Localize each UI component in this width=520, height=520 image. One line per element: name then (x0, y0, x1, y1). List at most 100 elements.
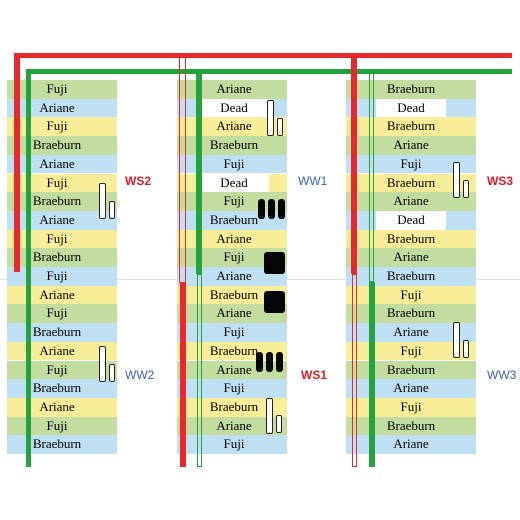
ww1-label: WW1 (298, 174, 328, 188)
tree-cell: Fuji (400, 398, 422, 414)
tree-cell: Ariane (39, 342, 75, 358)
ws3-red-outline-drop (352, 274, 357, 467)
tree-cell: Braeburn (32, 249, 82, 265)
tree-cell: Dead (376, 98, 446, 118)
ww2-green-drop (26, 69, 31, 467)
row-band (346, 397, 476, 417)
tree-cell: Ariane (39, 211, 75, 227)
tree-cell: Fuji (400, 342, 422, 358)
tree-cell: Ariane (393, 137, 429, 153)
row-band (346, 304, 476, 324)
row-band (346, 80, 476, 99)
tree-cell: Fuji (46, 417, 68, 433)
tree-cell: Fuji (46, 268, 68, 283)
tree-cell: Dead (199, 98, 269, 118)
ws1-red-drop (180, 283, 186, 467)
row-band (7, 98, 117, 118)
row-band (7, 416, 117, 436)
tree-cell: Fuji (223, 155, 245, 171)
row-band (346, 341, 476, 361)
row-band (346, 416, 476, 436)
row-band (177, 416, 287, 436)
tree-cell: Fuji (46, 230, 68, 246)
row-band (7, 80, 117, 99)
tree-cell: Ariane (216, 361, 252, 377)
row-band (346, 117, 476, 137)
tree-cell: Ariane (216, 230, 252, 246)
tree-cell: Fuji (223, 324, 245, 340)
row-band (177, 80, 287, 99)
row-band (7, 229, 117, 249)
tree-cell: Braeburn (386, 268, 436, 283)
row-band (7, 285, 117, 305)
sensor-square-icon (264, 291, 285, 313)
ww3-green-outline-drop (369, 69, 374, 282)
tree-cell: Braeburn (209, 342, 259, 358)
row-band (177, 285, 287, 305)
ws1-red-outline-drop (179, 53, 186, 283)
tree-cell: Braeburn (32, 436, 82, 452)
ws3-red-drop (351, 53, 357, 274)
tree-cell: Braeburn (386, 174, 436, 190)
tree-cell: Braeburn (32, 193, 82, 209)
ww3-label: WW3 (487, 368, 517, 382)
row-band (7, 117, 117, 137)
row-band (346, 136, 476, 155)
tree-cell: Ariane (39, 398, 75, 414)
tree-cell: Ariane (39, 99, 75, 115)
tree-cell: Ariane (39, 155, 75, 171)
row-band (177, 229, 287, 249)
tree-cell: Ariane (393, 324, 429, 340)
row-band (177, 323, 287, 342)
tree-cell: Ariane (216, 305, 252, 321)
tree-cell: Braeburn (209, 398, 259, 414)
row-band (346, 323, 476, 342)
row-band (346, 248, 476, 267)
row-band (346, 229, 476, 249)
tree-cell: Ariane (393, 193, 429, 209)
row-band (177, 379, 287, 398)
row-band (7, 192, 117, 211)
row-band (177, 267, 287, 286)
tree-cell: Ariane (216, 268, 252, 283)
row-band (7, 323, 117, 342)
row-band (177, 397, 287, 417)
ww2-label: WW2 (125, 368, 155, 382)
row-band (177, 136, 287, 155)
ws2-red-drop (14, 53, 20, 272)
tree-cell: Braeburn (386, 417, 436, 433)
tree-cell: Fuji (223, 436, 245, 452)
row-band (7, 136, 117, 155)
tree-cell: Fuji (46, 305, 68, 321)
row-band (7, 435, 117, 454)
tree-cell: Braeburn (386, 305, 436, 321)
tree-cell: Braeburn (32, 380, 82, 396)
tree-cell: Braeburn (386, 118, 436, 134)
row-band (346, 173, 476, 193)
tree-cell: Braeburn (386, 361, 436, 377)
tree-cell: Fuji (223, 380, 245, 396)
sensor-square-icon (264, 252, 285, 274)
ws3-label: WS3 (487, 174, 514, 188)
row-band (7, 173, 117, 193)
red-main-pipe (15, 53, 512, 58)
row-band (177, 117, 287, 137)
tree-cell: Dead (376, 210, 446, 230)
tree-cell: Braeburn (209, 137, 259, 153)
tree-cell: Fuji (223, 249, 245, 265)
ws2-label: WS2 (125, 174, 152, 188)
tree-cell: Ariane (393, 436, 429, 452)
row-band (346, 154, 476, 174)
row-band (7, 360, 117, 380)
tree-cell: Ariane (216, 118, 252, 134)
row-band (7, 341, 117, 361)
row-band (346, 285, 476, 305)
tree-cell: Fuji (46, 361, 68, 377)
row-band (7, 248, 117, 267)
row-band (346, 379, 476, 398)
tree-cell: Braeburn (209, 286, 259, 302)
row-band (177, 304, 287, 324)
row-band (7, 379, 117, 398)
tree-cell: Ariane (393, 380, 429, 396)
